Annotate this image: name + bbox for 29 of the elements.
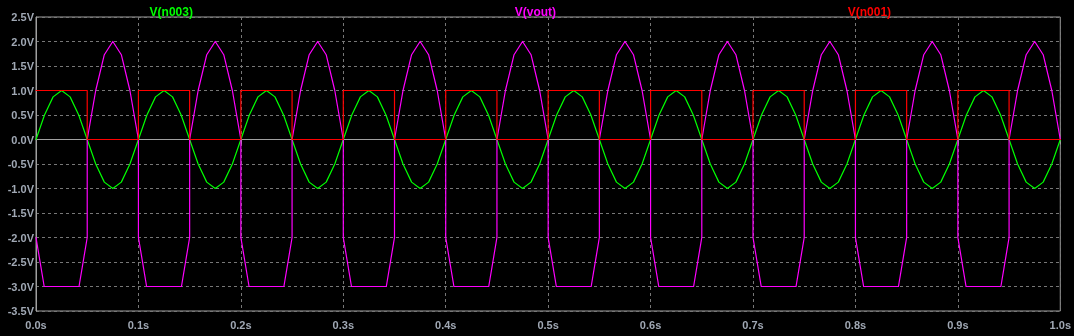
text: V(n001): [847, 5, 892, 19]
series-label: V(vout): [514, 5, 557, 19]
y-tick-label: -2.0V: [7, 231, 35, 244]
x-tick-label: 0.9s: [947, 318, 969, 331]
x-tick-label: 0.8s: [844, 318, 867, 331]
y-tick-label: -1.5V: [7, 207, 35, 219]
y-tick-label: -2.5V: [7, 256, 35, 268]
y-tick-label: -3.0V: [7, 280, 35, 293]
y-tick-label: 2.5V: [11, 11, 35, 23]
y-tick-label: -3.5V: [7, 305, 35, 317]
x-tick-label: 0.3s: [332, 318, 354, 331]
y-tick-label: 0.0V: [11, 133, 35, 146]
x-tick-label: 0.1s: [127, 318, 150, 331]
y-tick-label: -1.0V: [7, 182, 35, 195]
y-tick-label: 1.0V: [11, 84, 35, 97]
x-tick-label: 0.0s: [25, 318, 47, 331]
x-tick-label: 0.6s: [639, 318, 662, 331]
x-tick-label: 0.4s: [435, 318, 457, 331]
y-tick-label: 1.5V: [11, 60, 35, 72]
line-series: [35, 89, 1061, 190]
x-tick-label: 0.7s: [742, 318, 764, 331]
y-tick-label: -0.5V: [7, 158, 35, 170]
x-tick-label: 0.2s: [230, 318, 252, 331]
x-tick-label: 0.5s: [537, 318, 559, 331]
y-tick-label: 0.5V: [11, 109, 35, 121]
x-tick-label: 1.0s: [1049, 318, 1072, 331]
y-tick-label: 2.0V: [11, 35, 35, 48]
line-series: [35, 40, 1061, 288]
text: V(n003): [149, 5, 193, 19]
